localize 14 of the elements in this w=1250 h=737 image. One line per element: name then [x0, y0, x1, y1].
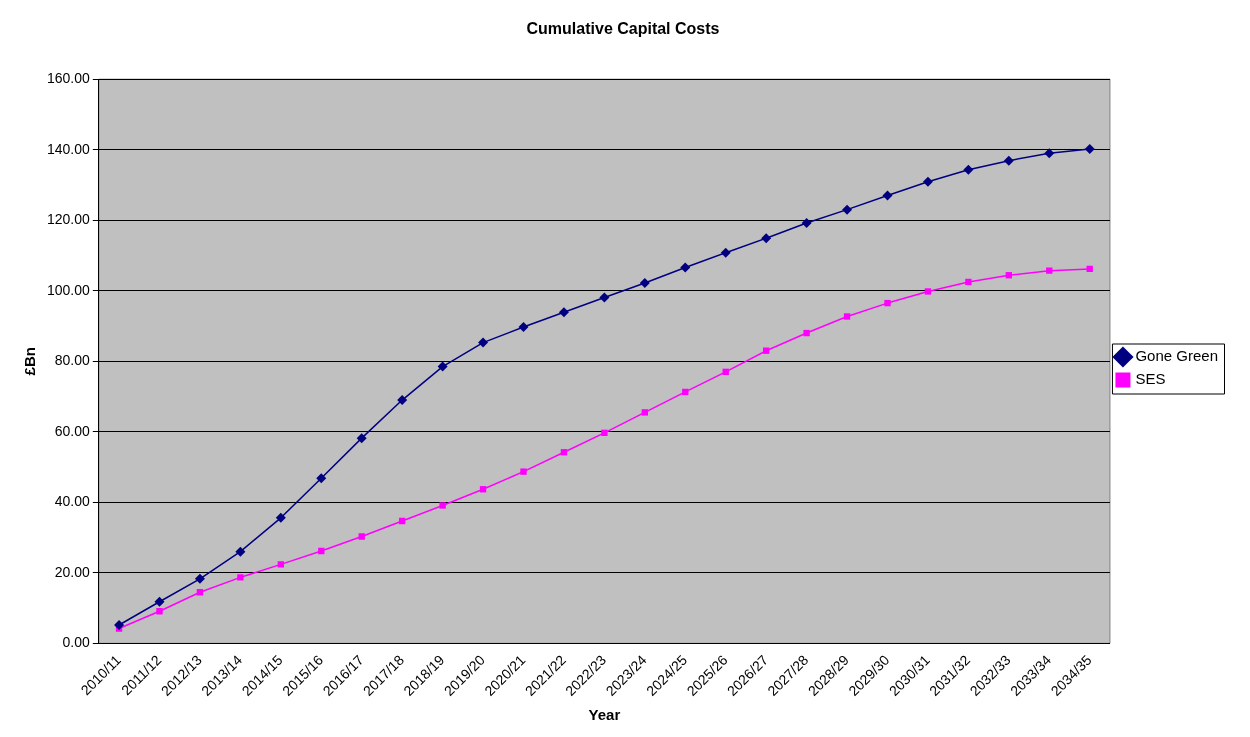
y-tick-label: 60.00 — [54, 422, 91, 439]
y-tick-label: 120.00 — [46, 211, 91, 228]
y-tick-label: 20.00 — [54, 563, 91, 580]
legend-label: SES — [1135, 370, 1166, 388]
y-tick-label: 100.00 — [46, 281, 91, 298]
legend-label: Gone Green — [1135, 347, 1219, 365]
x-axis-title: Year — [588, 706, 621, 724]
chart-title: Cumulative Capital Costs — [526, 20, 720, 38]
y-tick-label: 40.00 — [54, 493, 91, 510]
y-tick-label: 80.00 — [54, 352, 91, 369]
y-axis-title: £Bn — [21, 347, 39, 376]
y-tick-label: 0.00 — [62, 634, 91, 651]
y-tick-label: 160.00 — [46, 70, 91, 87]
y-tick-label: 140.00 — [46, 140, 91, 157]
